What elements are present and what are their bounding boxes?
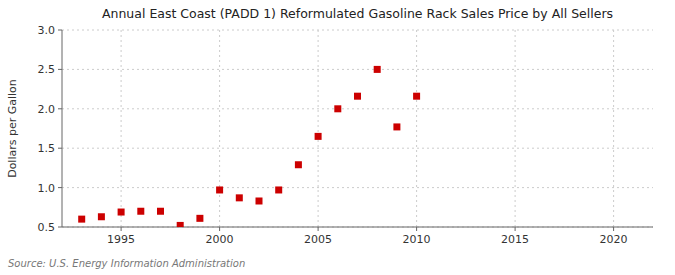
x-tick-label: 1995 (107, 233, 135, 246)
y-grid-line (62, 69, 653, 70)
point (354, 93, 361, 100)
y-grid-line (62, 108, 653, 109)
x-tick-label: 2000 (206, 233, 234, 246)
x-tick-label: 2005 (304, 233, 332, 246)
grid (62, 30, 653, 227)
y-tick-label: 0.5 (38, 221, 56, 234)
y-tick (58, 108, 62, 109)
x-tick-label: 2010 (403, 233, 431, 246)
x-tick-label: 2015 (501, 233, 529, 246)
y-tick (58, 30, 62, 31)
y-grid-line (62, 187, 653, 188)
x-grid-line (515, 30, 516, 227)
y-grid-line (62, 148, 653, 149)
y-tick (58, 69, 62, 70)
x-grid-line (416, 30, 417, 227)
y-tick-label: 1.5 (38, 142, 56, 155)
x-grid-line (613, 30, 614, 227)
page: {"chart_data": { "type": "scatter", "tit… (0, 0, 675, 275)
point (196, 215, 203, 222)
x-axis-line (62, 227, 653, 228)
x-tick-label: 2020 (600, 233, 628, 246)
x-tick (318, 227, 319, 231)
title: Annual East Coast (PADD 1) Reformulated … (102, 6, 613, 21)
point (393, 123, 400, 130)
y-tick (58, 227, 62, 228)
point (374, 66, 381, 73)
y-tick-label: 2.5 (38, 63, 56, 76)
point (78, 216, 85, 223)
point (256, 197, 263, 204)
x-tick (219, 227, 220, 231)
point (157, 208, 164, 215)
y-tick-label: 1.0 (38, 182, 56, 195)
points (78, 66, 420, 227)
point (118, 209, 125, 216)
y-grid-line (62, 30, 653, 31)
point (216, 186, 223, 193)
x-tick (121, 227, 122, 231)
point (98, 213, 105, 220)
y-tick (58, 187, 62, 188)
point (413, 93, 420, 100)
point (137, 208, 144, 215)
x-grid-line (318, 30, 319, 227)
x-tick (416, 227, 417, 231)
point (236, 194, 243, 201)
x-grid-line (121, 30, 122, 227)
y-axis-line (62, 30, 63, 227)
point (295, 161, 302, 168)
chart: 0.5 1.0 1.5 2.0 2.5 3.0 1995 2000 2005 2010 2015 20… (0, 0, 675, 275)
y-grid-line (62, 227, 653, 228)
point (177, 222, 184, 227)
point (315, 133, 322, 140)
y-axis-label: Dollars per Gallon (6, 79, 19, 178)
x-tick (515, 227, 516, 231)
source: Source: U.S. Energy Information Administ… (8, 258, 245, 269)
y-tick-label: 3.0 (38, 24, 56, 37)
y-tick-label: 2.0 (38, 103, 56, 116)
point (334, 105, 341, 112)
x-tick (613, 227, 614, 231)
x-grid-line (219, 30, 220, 227)
y-tick (58, 148, 62, 149)
point (275, 186, 282, 193)
